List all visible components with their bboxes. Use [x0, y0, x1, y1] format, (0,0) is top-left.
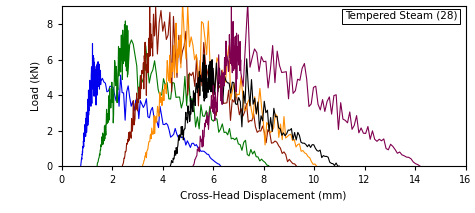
X-axis label: Cross-Head Displacement (mm): Cross-Head Displacement (mm)	[180, 191, 347, 201]
Y-axis label: Load (kN): Load (kN)	[31, 61, 41, 111]
Text: Tempered Steam (28): Tempered Steam (28)	[345, 11, 457, 21]
